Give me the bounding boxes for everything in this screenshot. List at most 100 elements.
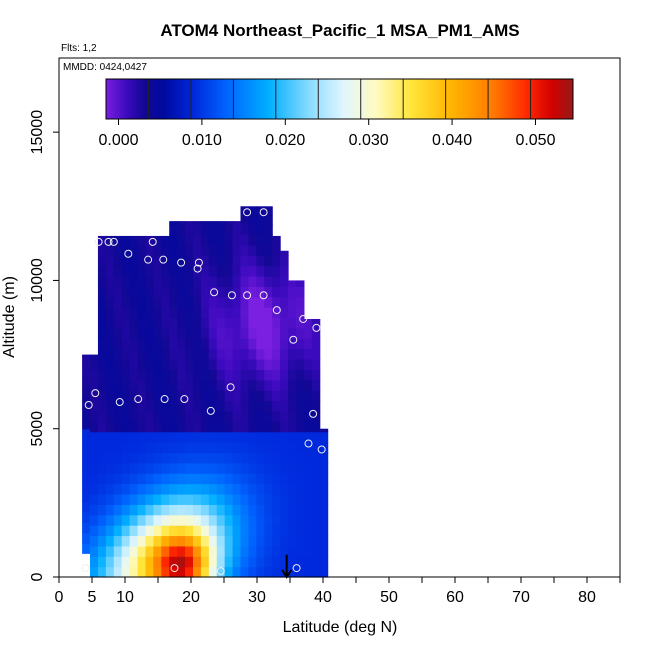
heatmap-cell bbox=[224, 493, 234, 505]
heatmap-cell bbox=[113, 255, 123, 267]
colorbar-segment bbox=[402, 79, 406, 119]
heatmap-cell bbox=[169, 410, 178, 422]
heatmap-cell bbox=[137, 327, 147, 339]
observation-point bbox=[115, 398, 124, 407]
colorbar-segment bbox=[425, 79, 429, 119]
colorbar-segment bbox=[453, 79, 457, 119]
observation-point bbox=[304, 439, 313, 448]
heatmap-cell bbox=[145, 265, 154, 277]
heatmap-cell bbox=[105, 493, 115, 505]
heatmap-cell bbox=[137, 452, 147, 464]
colorbar-segment bbox=[474, 79, 478, 119]
heatmap-cell bbox=[264, 566, 273, 578]
heatmap-cell bbox=[272, 286, 281, 298]
heatmap-cell bbox=[303, 338, 313, 350]
heatmap-cell bbox=[97, 410, 107, 422]
heatmap-cell bbox=[105, 514, 115, 526]
heatmap-cell bbox=[137, 369, 147, 381]
heatmap-cell bbox=[256, 473, 265, 485]
colorbar-segment bbox=[213, 79, 217, 119]
heatmap-cell bbox=[200, 545, 210, 557]
heatmap-cell bbox=[216, 379, 226, 391]
heatmap-cell bbox=[129, 265, 139, 277]
heatmap-cell bbox=[240, 566, 250, 578]
colorbar-segment bbox=[400, 79, 404, 119]
colorbar-segment bbox=[211, 79, 214, 119]
colorbar-segment bbox=[446, 79, 450, 119]
heatmap-cell bbox=[82, 459, 91, 471]
heatmap-cell bbox=[185, 390, 194, 402]
colorbar-segment bbox=[194, 79, 198, 119]
colorbar-segment bbox=[381, 79, 385, 119]
heatmap-cell bbox=[240, 504, 250, 516]
heatmap-cell bbox=[288, 348, 297, 360]
heatmap-cell bbox=[113, 410, 123, 422]
heatmap-cell bbox=[192, 504, 202, 516]
colorbar-segment bbox=[143, 79, 147, 119]
heatmap-cell bbox=[185, 421, 194, 433]
heatmap-cell bbox=[264, 224, 273, 236]
heatmap-cell bbox=[153, 556, 162, 568]
heatmap-cell bbox=[240, 213, 250, 225]
observation-point bbox=[259, 208, 268, 217]
heatmap-cell bbox=[311, 545, 321, 557]
heatmap-cell bbox=[153, 514, 162, 526]
heatmap-cell bbox=[113, 493, 123, 505]
heatmap-cell bbox=[248, 244, 257, 256]
heatmap-cell bbox=[280, 286, 289, 298]
observation-point bbox=[309, 409, 318, 418]
heatmap-cell bbox=[113, 275, 123, 287]
heatmap-cell bbox=[224, 390, 234, 402]
heatmap-cell bbox=[232, 369, 242, 381]
heatmap-cell bbox=[185, 545, 194, 557]
colorbar-segment bbox=[241, 79, 245, 119]
heatmap-cell bbox=[248, 359, 257, 370]
heatmap-cell bbox=[208, 514, 218, 526]
x-tick-label: 80 bbox=[578, 589, 596, 606]
colorbar-segment bbox=[565, 79, 569, 119]
colorbar-segment bbox=[267, 79, 270, 119]
heatmap-cell bbox=[240, 390, 250, 402]
observation-point bbox=[170, 564, 179, 573]
heatmap-cell bbox=[82, 542, 91, 554]
heatmap-cell bbox=[208, 286, 218, 298]
heatmap-cell bbox=[280, 250, 289, 256]
heatmap-cell bbox=[153, 265, 162, 277]
heatmap-cell bbox=[240, 545, 250, 557]
colorbar-segment bbox=[376, 79, 380, 119]
heatmap-cell bbox=[97, 359, 107, 370]
heatmap-cell bbox=[145, 556, 154, 568]
heatmap-cell bbox=[113, 244, 123, 256]
heatmap-cell bbox=[121, 421, 131, 433]
heatmap-cell bbox=[264, 296, 273, 308]
heatmap-cell bbox=[153, 504, 162, 516]
heatmap-cell bbox=[280, 400, 289, 412]
heatmap-cell bbox=[280, 473, 289, 485]
heatmap-cell bbox=[216, 369, 226, 381]
heatmap-cell bbox=[185, 514, 194, 526]
heatmap-cell bbox=[200, 400, 210, 412]
x-tick-label: 50 bbox=[380, 589, 398, 606]
heatmap-cell bbox=[280, 255, 289, 267]
heatmap-cell bbox=[153, 275, 162, 287]
heatmap-cell bbox=[169, 483, 178, 495]
heatmap-cell bbox=[200, 431, 210, 443]
heatmap-cell bbox=[248, 545, 257, 557]
heatmap-cell bbox=[113, 545, 123, 557]
heatmap-cell bbox=[208, 431, 218, 443]
heatmap-cell bbox=[280, 545, 289, 557]
heatmap-cell bbox=[161, 514, 170, 526]
colorbar-segment bbox=[341, 79, 345, 119]
heatmap-cell bbox=[280, 421, 289, 433]
heatmap-cell bbox=[319, 504, 329, 516]
heatmap-cell bbox=[224, 556, 234, 568]
heatmap-cell bbox=[185, 286, 194, 298]
colorbar-segment bbox=[568, 79, 572, 119]
heatmap-cell bbox=[121, 296, 131, 308]
heatmap-cell bbox=[82, 490, 91, 502]
heatmap-cell bbox=[121, 286, 131, 298]
heatmap-cell bbox=[161, 421, 170, 433]
colorbar-segment bbox=[302, 79, 305, 119]
colorbar-segment bbox=[554, 79, 558, 119]
heatmap-cell bbox=[256, 338, 265, 350]
